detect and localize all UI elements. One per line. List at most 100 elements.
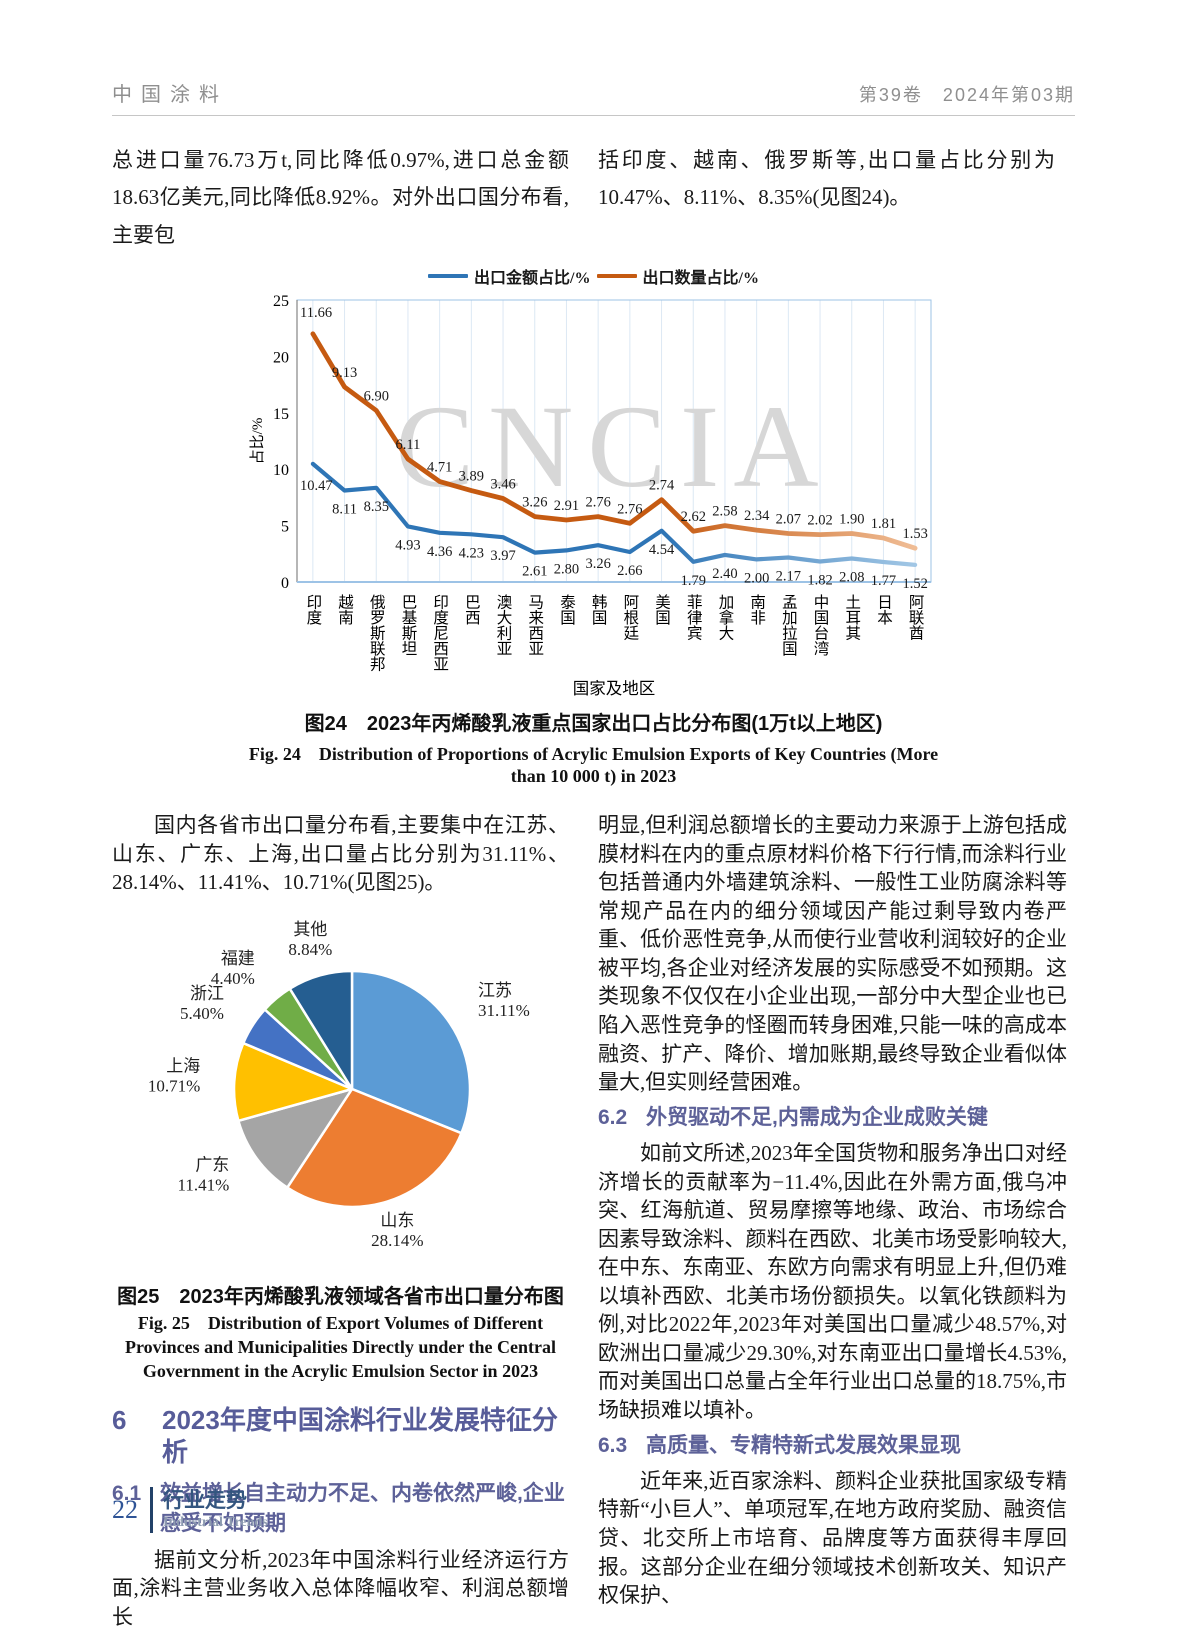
svg-text:1.52: 1.52 (902, 576, 927, 592)
svg-text:3.97: 3.97 (490, 548, 515, 564)
footer-section-zh: 行业走势 (163, 1488, 247, 1512)
intro-left-paragraph: 总进口量76.73万t,同比降低0.97%,进口总金额18.63亿美元,同比降低… (112, 148, 569, 247)
line-chart-legend: 出口金额占比/% 出口数量占比/% (244, 264, 944, 288)
svg-text:美国: 美国 (653, 594, 671, 626)
svg-text:其他: 其他 (293, 920, 327, 939)
section-6-2-heading: 6.2 外贸驱动不足,内需成为企业成败关键 (598, 1103, 1067, 1133)
volume-issue: 第39卷 2024年第03期 (858, 85, 1075, 105)
page-number: 22 (112, 1495, 138, 1524)
header-rule (112, 115, 1075, 116)
svg-text:马来西亚: 马来西亚 (526, 594, 544, 656)
section-6-1-title: 效益增长自主动力不足、内卷依然严峻,企业感受不如预期 (160, 1481, 565, 1536)
svg-text:10.71%: 10.71% (148, 1076, 200, 1095)
svg-text:4.93: 4.93 (395, 538, 420, 554)
svg-text:1.82: 1.82 (807, 573, 832, 589)
legend-item-amount: 出口金额占比/% (428, 264, 591, 288)
svg-text:4.71: 4.71 (426, 460, 451, 476)
section-6-heading: 6 2023年度中国涂料行业发展特征分析 (112, 1404, 569, 1469)
legend-swatch-quantity-icon (596, 274, 637, 279)
svg-text:4.54: 4.54 (648, 542, 674, 558)
right-column: 明显,但利润总额增长的主要动力来源于上游包括成膜材料在内的重点原材料价格下行行情… (598, 811, 1067, 1610)
svg-text:2.34: 2.34 (743, 508, 769, 524)
section-6-2-paragraph: 如前文所述,2023年全国货物和服务净出口对经济增长的贡献率为−11.4%,因此… (598, 1141, 1067, 1422)
svg-text:中国台湾: 中国台湾 (811, 594, 829, 657)
svg-text:越南: 越南 (336, 594, 354, 626)
section-6-1-paragraph: 据前文分析,2023年中国涂料行业经济运行方面,涂料主营业务收入总体降幅收窄、利… (112, 1547, 569, 1629)
svg-text:5.40%: 5.40% (180, 1004, 224, 1023)
page-footer: 22 行业走势 Industrial Trends (112, 1487, 268, 1533)
svg-text:CNCIA: CNCIA (395, 381, 832, 512)
section-6-3-heading: 6.3 高质量、专精特新式发展效果显现 (598, 1431, 1067, 1461)
svg-text:10: 10 (273, 462, 289, 479)
svg-text:1.53: 1.53 (902, 526, 927, 542)
svg-text:1.90: 1.90 (839, 512, 864, 528)
svg-text:2.61: 2.61 (522, 564, 547, 580)
svg-text:2.00: 2.00 (743, 571, 768, 587)
page-header: 中国涂料 第39卷 2024年第03期 (112, 78, 1075, 107)
svg-text:印度尼西亚: 印度尼西亚 (431, 594, 449, 672)
svg-text:11.66: 11.66 (300, 305, 332, 321)
legend-label-amount: 出口金额占比/% (474, 270, 591, 288)
svg-text:菲律宾: 菲律宾 (684, 594, 702, 641)
svg-text:2.17: 2.17 (775, 569, 800, 585)
section-6-2-number: 6.2 (598, 1105, 628, 1129)
svg-text:江苏: 江苏 (478, 981, 512, 1000)
section-6-title: 2023年度中国涂料行业发展特征分析 (162, 1404, 558, 1468)
line-chart-svg: 0 5 10 15 20 25 占比/% CNCIA 10.47 8.11 8.35 4.93 4.36… (249, 293, 931, 698)
svg-text:8.84%: 8.84% (288, 940, 332, 959)
svg-text:2.76: 2.76 (617, 501, 642, 517)
svg-text:2.58: 2.58 (712, 504, 737, 520)
figure-25-caption-en: Fig. 25 Distribution of Export Volumes o… (125, 1312, 556, 1382)
figure-24-caption-en: Fig. 24 Distribution of Proportions of A… (248, 744, 939, 787)
svg-text:澳大利亚: 澳大利亚 (494, 594, 512, 656)
svg-text:8.11: 8.11 (332, 502, 357, 518)
section-6-2-title: 外贸驱动不足,内需成为企业成败关键 (646, 1105, 988, 1129)
line-chart: 0 5 10 15 20 25 占比/% CNCIA 10.47 8.11 8.35 4.93 4.36… (249, 290, 939, 705)
svg-text:土耳其: 土耳其 (843, 594, 861, 641)
svg-text:2.07: 2.07 (775, 512, 800, 528)
svg-text:6.90: 6.90 (363, 389, 388, 405)
svg-text:6.11: 6.11 (395, 437, 420, 453)
legend-label-quantity: 出口数量占比/% (642, 270, 759, 288)
figure-24: 出口金额占比/% 出口数量占比/% 0 5 10 15 20 25 占比/% CNCIA 10.… (244, 264, 944, 787)
svg-text:2.02: 2.02 (807, 513, 832, 529)
section-6-number: 6 (112, 1404, 127, 1435)
legend-item-quantity: 出口数量占比/% (596, 264, 759, 288)
section-6-1-number: 6.1 (112, 1481, 142, 1505)
svg-text:20: 20 (273, 350, 289, 367)
svg-text:国家及地区: 国家及地区 (572, 679, 655, 698)
svg-text:1.81: 1.81 (870, 516, 895, 532)
svg-text:5: 5 (281, 519, 289, 536)
svg-text:0: 0 (281, 575, 289, 592)
footer-section-en: Industrial Trends (163, 1515, 268, 1531)
figure-24-caption: 图24 2023年丙烯酸乳液重点国家出口占比分布图(1万t以上地区) Fig. … (244, 707, 944, 787)
svg-text:2.80: 2.80 (553, 562, 578, 578)
svg-text:25: 25 (273, 293, 289, 310)
footer-section: 行业走势 Industrial Trends (163, 1489, 268, 1531)
svg-text:2.66: 2.66 (617, 563, 642, 579)
svg-text:4.23: 4.23 (458, 545, 483, 561)
figure-25: 江苏 31.11% 山东 28.14% 广东 11.41% 上海 10.71% 浙江 5.40% 福… (112, 901, 569, 1384)
legend-swatch-amount-icon (428, 274, 469, 279)
svg-text:4.40%: 4.40% (211, 969, 255, 988)
svg-text:1.79: 1.79 (680, 573, 705, 589)
intro-right-paragraph: 括印度、越南、俄罗斯等,出口量占比分别为10.47%、8.11%、8.35%(见… (598, 148, 1055, 210)
svg-text:9.13: 9.13 (331, 365, 356, 381)
svg-text:2.40: 2.40 (712, 566, 737, 582)
svg-text:2.62: 2.62 (680, 509, 705, 525)
figure-25-caption-zh: 图25 2023年丙烯酸乳液领域各省市出口量分布图 (117, 1285, 564, 1308)
svg-text:广东: 广东 (195, 1156, 229, 1175)
svg-text:日本: 日本 (874, 594, 892, 625)
figure-25-caption: 图25 2023年丙烯酸乳液领域各省市出口量分布图 Fig. 25 Distri… (112, 1280, 569, 1384)
svg-text:31.11%: 31.11% (478, 1001, 530, 1020)
svg-text:福建: 福建 (221, 949, 255, 968)
svg-text:3.26: 3.26 (585, 556, 610, 572)
svg-text:印度: 印度 (304, 594, 322, 626)
svg-text:俄罗斯联邦: 俄罗斯联邦 (367, 594, 385, 672)
section-6-3-title: 高质量、专精特新式发展效果显现 (646, 1433, 961, 1457)
svg-text:孟加拉国: 孟加拉国 (779, 594, 797, 657)
svg-text:上海: 上海 (166, 1056, 200, 1075)
svg-text:阿联酋: 阿联酋 (906, 594, 924, 641)
journal-title: 中国涂料 (112, 84, 228, 106)
